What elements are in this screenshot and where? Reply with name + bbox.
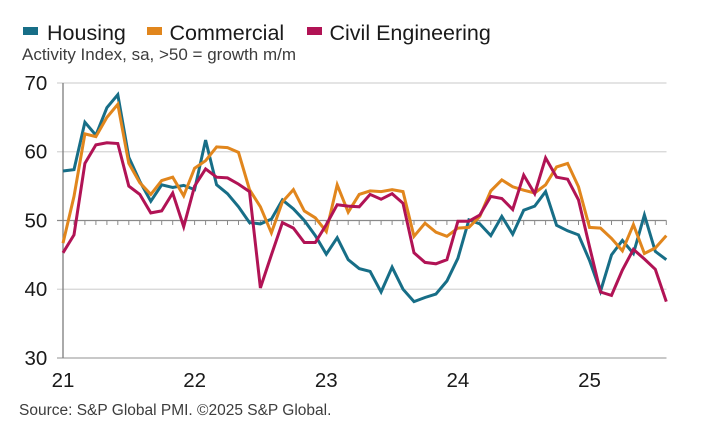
svg-text:22: 22 xyxy=(183,369,206,392)
svg-text:Housing: Housing xyxy=(47,21,126,45)
svg-text:25: 25 xyxy=(578,369,601,392)
svg-text:23: 23 xyxy=(315,369,338,392)
svg-text:40: 40 xyxy=(24,278,47,301)
svg-text:50: 50 xyxy=(24,209,47,232)
svg-text:Civil Engineering: Civil Engineering xyxy=(330,21,491,45)
svg-text:Activity Index, sa, >50 = grow: Activity Index, sa, >50 = growth m/m xyxy=(22,45,296,64)
svg-text:30: 30 xyxy=(24,347,47,370)
svg-text:Commercial: Commercial xyxy=(170,21,285,45)
svg-text:Source: S&P Global PMI. ©2025: Source: S&P Global PMI. ©2025 S&P Global… xyxy=(19,402,331,419)
svg-text:21: 21 xyxy=(52,369,75,392)
svg-text:24: 24 xyxy=(446,369,469,392)
svg-text:60: 60 xyxy=(24,141,47,164)
svg-text:70: 70 xyxy=(24,72,47,95)
